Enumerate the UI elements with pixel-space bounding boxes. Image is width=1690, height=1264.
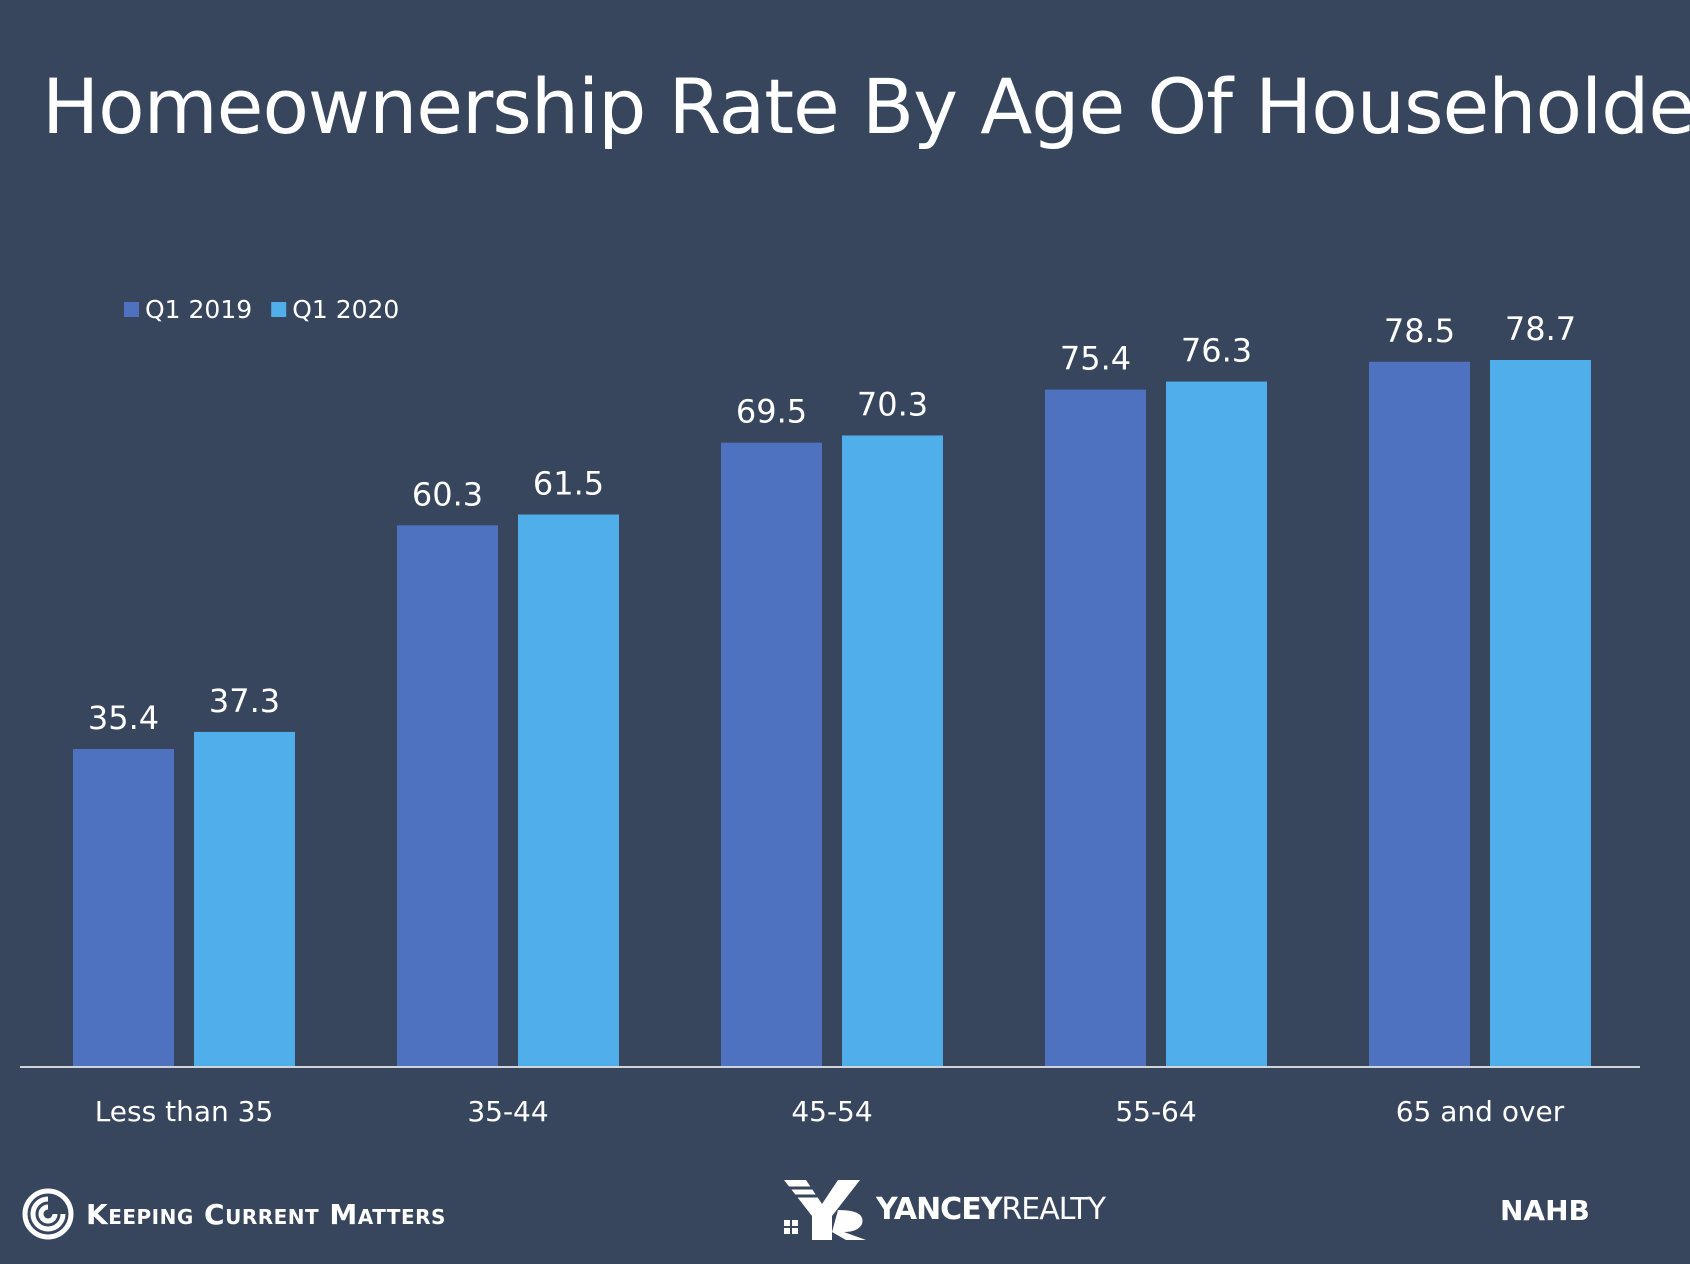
data-label-4-0: 78.5 xyxy=(1384,312,1455,350)
data-label-0-0: 35.4 xyxy=(88,699,159,737)
legend-label-1: Q1 2020 xyxy=(292,295,399,324)
data-label-3-1: 76.3 xyxy=(1181,332,1252,370)
legend-label-0: Q1 2019 xyxy=(145,295,252,324)
bar-1-1 xyxy=(518,514,619,1067)
yancey-bold-text: YANCEY xyxy=(876,1191,1002,1227)
yancey-realty-text: YANCEYREALTY xyxy=(876,1191,1106,1227)
x-tick-label-4: 65 and over xyxy=(1396,1095,1565,1128)
data-label-1-1: 61.5 xyxy=(533,465,604,503)
bar-2-1 xyxy=(842,435,943,1067)
data-label-2-0: 69.5 xyxy=(736,393,807,431)
data-label-4-1: 78.7 xyxy=(1505,310,1576,348)
chart-title: Homeownership Rate By Age Of Householder xyxy=(42,62,1690,151)
swirl-icon xyxy=(22,1188,74,1240)
x-tick-label-3: 55-64 xyxy=(1115,1095,1196,1128)
data-label-0-1: 37.3 xyxy=(209,682,280,720)
bar-2-0 xyxy=(721,442,822,1067)
x-tick-label-2: 45-54 xyxy=(791,1095,872,1128)
bar-0-0 xyxy=(73,748,174,1067)
keeping-current-matters-text: Keeping Current Matters xyxy=(86,1197,446,1231)
bar-3-1 xyxy=(1166,381,1267,1067)
x-tick-label-0: Less than 35 xyxy=(95,1095,274,1128)
bar-4-1 xyxy=(1490,360,1591,1067)
yancey-yr-icon xyxy=(784,1180,866,1240)
data-label-2-1: 70.3 xyxy=(857,385,928,423)
keeping-current-matters-logo: Keeping Current Matters xyxy=(22,1188,446,1240)
data-label-1-0: 60.3 xyxy=(412,475,483,513)
bar-3-0 xyxy=(1045,389,1146,1067)
bar-1-0 xyxy=(397,525,498,1067)
legend-swatch-0 xyxy=(124,302,139,317)
x-tick-label-1: 35-44 xyxy=(467,1095,548,1128)
data-label-3-0: 75.4 xyxy=(1060,340,1131,378)
bar-4-0 xyxy=(1369,361,1470,1067)
yancey-realty-logo: YANCEYREALTY xyxy=(782,1176,1106,1242)
source-label: NAHB xyxy=(1500,1194,1590,1227)
bar-0-1 xyxy=(194,731,295,1067)
legend-swatch-1 xyxy=(271,302,287,317)
realty-text: REALTY xyxy=(1001,1191,1106,1227)
